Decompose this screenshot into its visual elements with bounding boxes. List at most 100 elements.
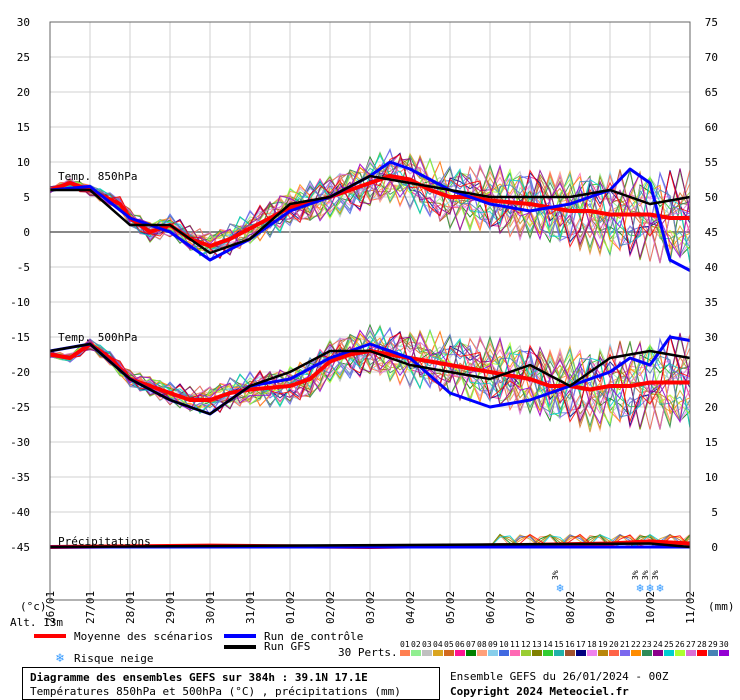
right-tick-label: 15 — [705, 436, 718, 449]
perturbation-20-t850 — [49, 162, 691, 262]
snow-risk-percent: 3% — [631, 570, 640, 580]
x-tick-label: 04/02 — [404, 591, 417, 624]
perturbation-label: 12 — [521, 640, 531, 649]
perturbation-swatch — [499, 650, 509, 656]
perturbation-swatch — [455, 650, 465, 656]
perturbation-label: 18 — [587, 640, 597, 649]
x-tick-label: 27/01 — [84, 591, 97, 624]
series-0-t850 — [49, 174, 690, 248]
left-tick-label: -40 — [10, 506, 30, 519]
x-tick-label: 11/02 — [684, 591, 697, 624]
perturbation-swatch — [422, 650, 432, 656]
perturbation-count: 30 Perts. — [338, 646, 398, 659]
x-tick-label: 08/02 — [564, 591, 577, 624]
x-tick-label: 26/01 — [44, 591, 57, 624]
snow-risk-marks: 3%❄3%❄3%❄3%❄ — [551, 570, 664, 595]
perturbation-label: 26 — [675, 640, 685, 649]
perturbation-swatch — [697, 650, 707, 656]
left-tick-label: -30 — [10, 436, 30, 449]
left-tick-label: 20 — [17, 86, 30, 99]
panel-label-t500: Temp. 500hPa — [58, 331, 137, 344]
snowflake-icon: ❄ — [646, 581, 653, 595]
chart-subtitle: Températures 850hPa et 500hPa (°C) , pré… — [30, 685, 401, 698]
perturbation-label: 13 — [532, 640, 542, 649]
left-tick-label: -15 — [10, 331, 30, 344]
panel-label-t850: Temp. 850hPa — [58, 170, 137, 183]
title-box: Diagramme des ensembles GEFS sur 384h : … — [22, 667, 440, 700]
perturbation-label: 08 — [477, 640, 487, 649]
right-tick-label: 5 — [711, 506, 718, 519]
perturbation-label: 17 — [576, 640, 586, 649]
left-tick-label: 15 — [17, 121, 30, 134]
x-tick-label: 29/01 — [164, 591, 177, 624]
right-tick-label: 70 — [705, 51, 718, 64]
legend-gfs-label: Run GFS — [264, 640, 311, 653]
perturbation-label: 29 — [708, 640, 718, 649]
perturbation-swatch — [543, 650, 553, 656]
perturbation-label: 15 — [554, 640, 564, 649]
perturbation-label: 28 — [697, 640, 707, 649]
legend-mean-label: Moyenne des scénarios — [74, 630, 214, 643]
snow-risk-percent: 3% — [551, 570, 560, 580]
perturbation-swatch — [444, 650, 454, 656]
right-tick-label: 45 — [705, 226, 718, 239]
right-axis-unit: (mm) — [708, 600, 735, 613]
perturbation-label: 23 — [642, 640, 652, 649]
legend-swatches: ❄01 02 03 04 05 06 07 08 09 10 11 12 13 14 15 16 17 18 19 2… — [34, 634, 729, 666]
perturbation-swatch — [675, 650, 685, 656]
altitude-label: Alt. 13m — [10, 616, 63, 629]
perturbation-swatch — [510, 650, 520, 656]
perturbation-swatch — [686, 650, 696, 656]
perturbation-label: 03 — [422, 640, 432, 649]
perturbation-label: 16 — [565, 640, 575, 649]
perturbation-label: 09 — [488, 640, 498, 649]
snowflake-icon: ❄ — [55, 651, 64, 666]
left-axis-unit: (°c) — [20, 600, 47, 613]
series-1-t850 — [49, 160, 691, 272]
perturbation-label: 24 — [653, 640, 663, 649]
perturbation-swatch — [609, 650, 619, 656]
x-tick-label: 06/02 — [484, 591, 497, 624]
perturbation-swatch — [400, 650, 410, 656]
perturbation-swatch — [719, 650, 729, 656]
perturbation-label: 02 — [411, 640, 421, 649]
right-tick-label: 50 — [705, 191, 718, 204]
plot-frame — [49, 21, 691, 601]
perturbation-swatch — [708, 650, 718, 656]
snowflake-icon: ❄ — [656, 581, 663, 595]
right-tick-label: 35 — [705, 296, 718, 309]
perturbation-label: 14 — [543, 640, 553, 649]
x-tick-label: 03/02 — [364, 591, 377, 624]
left-tick-label: 5 — [23, 191, 30, 204]
perturbation-label: 10 — [499, 640, 509, 649]
perturbation-24-t850 — [49, 158, 691, 258]
x-tick-label: 01/02 — [284, 591, 297, 624]
perturbation-label: 27 — [686, 640, 696, 649]
perturbation-label: 19 — [598, 640, 608, 649]
left-tick-label: 0 — [23, 226, 30, 239]
snow-risk-percent: 3% — [641, 570, 650, 580]
perturbation-swatch — [587, 650, 597, 656]
chart-title: Diagramme des ensembles GEFS sur 384h : … — [30, 671, 368, 684]
series-2-precip — [49, 542, 691, 549]
perturbation-swatch — [488, 650, 498, 656]
perturbation-swatch — [521, 650, 531, 656]
perturbation-label: 21 — [620, 640, 630, 649]
left-tick-label: -45 — [10, 541, 30, 554]
perturbation-swatch — [598, 650, 608, 656]
perturbation-label: 20 — [609, 640, 619, 649]
perturbation-swatch — [631, 650, 641, 656]
x-tick-label: 30/01 — [204, 591, 217, 624]
snowflake-icon: ❄ — [636, 581, 643, 595]
legend-mean-swatch — [34, 634, 66, 638]
perturbation-swatch — [466, 650, 476, 656]
right-tick-label: 0 — [711, 541, 718, 554]
right-tick-label: 65 — [705, 86, 718, 99]
series-2-t850 — [50, 174, 691, 255]
left-tick-label: -25 — [10, 401, 30, 414]
right-tick-label: 75 — [705, 16, 718, 29]
perturbation-20-t500 — [49, 333, 691, 430]
left-tick-label: -5 — [17, 261, 30, 274]
